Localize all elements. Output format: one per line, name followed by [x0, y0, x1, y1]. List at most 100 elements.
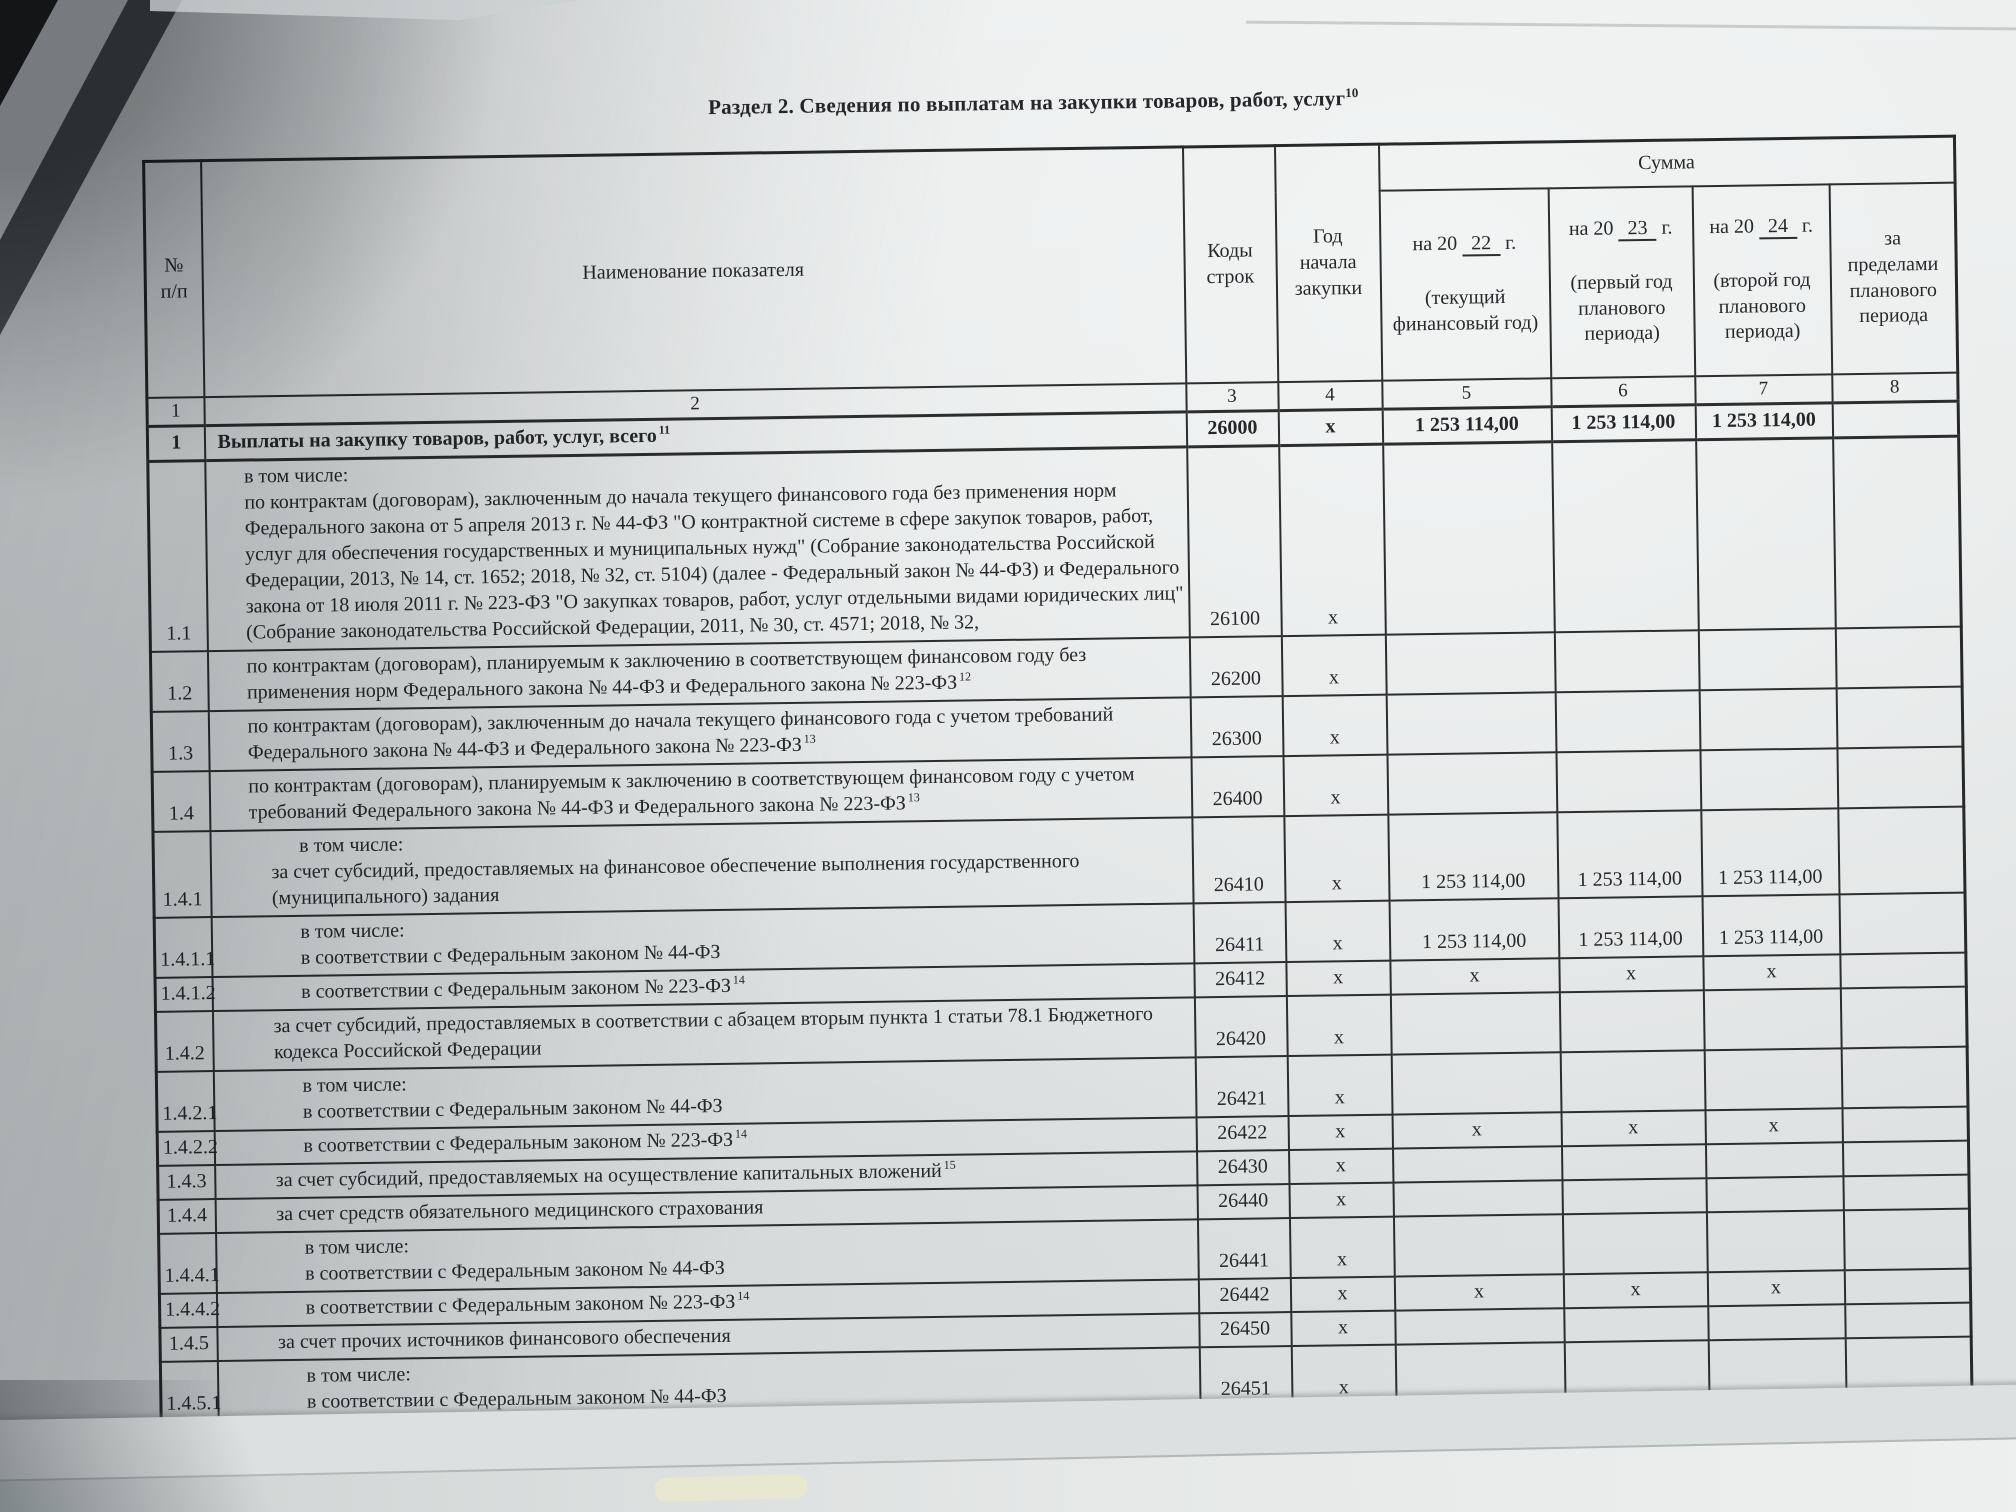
indicator-name-text: в соответствии с Федеральным законом № 2…: [303, 1128, 734, 1157]
line-code-cell: 26421: [1195, 1056, 1289, 1118]
sum-2022-cell: [1390, 992, 1561, 1055]
line-code-cell: 26441: [1197, 1218, 1291, 1280]
sum-beyond-cell: [1839, 952, 1967, 989]
row-number-cell: 1.4.1.1: [154, 917, 215, 978]
footnote-marker: 14: [737, 1288, 750, 1304]
sum-2022-cell: [1394, 1308, 1565, 1345]
sum-2022-cell: [1382, 441, 1555, 635]
sum-2024-cell: [1698, 628, 1837, 691]
sum-beyond-cell: [1836, 686, 1963, 749]
line-code-cell: 26422: [1196, 1116, 1289, 1152]
sum-2024-cell: [1705, 1142, 1843, 1179]
indicator-name-cell: в том числе: по контрактам (договорам), …: [204, 446, 1190, 652]
sum-2024-cell: [1706, 1210, 1845, 1273]
row-number-cell: 1.4.4: [158, 1199, 216, 1234]
line-code-cell: 26300: [1190, 696, 1284, 758]
line-code-cell: 26200: [1189, 636, 1283, 698]
sum-beyond-cell: [1844, 1302, 1972, 1339]
purchase-year-cell: х: [1292, 1404, 1397, 1441]
purchase-year-cell: х: [1278, 444, 1386, 637]
sum-2024-cell: [1699, 688, 1837, 751]
column-index-1: 1: [146, 396, 205, 427]
sum-2023-cell: х: [1563, 1272, 1708, 1309]
purchase-year-cell: х: [1287, 1054, 1393, 1117]
header-purchase-start-year: Год начала закупки: [1274, 144, 1382, 382]
sum-2023-cell: [1555, 750, 1701, 813]
purchase-year-cell: х: [1282, 694, 1388, 757]
sum-beyond-cell: [1841, 1106, 1969, 1143]
sum-2022-cell: [1386, 692, 1556, 755]
purchase-year-cell: х: [1289, 1216, 1395, 1279]
sum-2024-cell: [1708, 1338, 1847, 1401]
sum-beyond-cell: [1840, 986, 1968, 1049]
sum-2023-cell: [1564, 1340, 1710, 1403]
line-code-cell: 26000: [1186, 410, 1279, 447]
row-number-cell: 1.4.2.2: [157, 1131, 218, 1166]
sum-2024-cell: [1705, 1176, 1844, 1213]
footnote-marker: 15: [943, 1158, 956, 1173]
sum-2024-cell: 1 253 114,00: [1702, 894, 1840, 957]
column-index-4: 4: [1277, 380, 1383, 411]
row-number-cell: 1.4.5.2: [161, 1421, 222, 1457]
column-index-3: 3: [1185, 381, 1279, 412]
purchase-year-cell: х: [1285, 960, 1391, 997]
sum-2023-cell: [1554, 630, 1700, 693]
row-number-cell: 1.1: [147, 460, 208, 652]
sum-2023-cell: [1561, 1144, 1706, 1181]
row-number-cell: 1: [147, 425, 205, 462]
purchase-year-cell: х: [1288, 1148, 1393, 1185]
sum-2024-cell: [1704, 1048, 1842, 1111]
sum-2022-cell: [1391, 1052, 1562, 1115]
purchase-year-cell: х: [1283, 814, 1390, 903]
purchase-year-cell: х: [1291, 1344, 1397, 1407]
sum-beyond-cell: [1838, 892, 1966, 955]
indicator-name-text: за счет субсидий, предоставляемых на фин…: [271, 849, 1080, 910]
sum-2024-cell: [1703, 988, 1842, 1051]
row-number-cell: 1.4.1.2: [154, 977, 216, 1012]
indicator-name-text: в соответствии с Федеральным законом № 2…: [307, 1418, 738, 1447]
purchase-year-cell: х: [1278, 409, 1383, 446]
indicator-name-text: в соответствии с Федеральным законом № 4…: [302, 1094, 723, 1123]
indicator-name-text: в соответствии с Федеральным законом № 4…: [304, 1256, 726, 1285]
sum-2022-cell: х: [1394, 1274, 1564, 1311]
sum-2024-cell: [1707, 1304, 1846, 1341]
indicator-name-cell: в том числе: за счет субсидий, предостав…: [209, 817, 1194, 918]
sum-2024-cell: х: [1704, 1108, 1843, 1145]
sum-2022-cell: [1395, 1342, 1566, 1405]
sum-2022-cell: 1 253 114,00: [1387, 812, 1559, 901]
sum-2023-cell: х: [1561, 1110, 1706, 1147]
sum-2023-cell: [1555, 690, 1700, 753]
line-code-cell: 26100: [1186, 445, 1282, 638]
line-code-cell: 26411: [1193, 902, 1286, 964]
header-indicator-name: Наименование показателя: [200, 146, 1186, 397]
sum-2023-cell: 1 253 114,00: [1551, 404, 1696, 442]
indicator-name-text: в соответствии с Федеральным законом № 4…: [300, 940, 721, 969]
sum-2023-cell: [1563, 1306, 1709, 1343]
header-row-number: № п/п: [143, 160, 204, 398]
purchase-year-cell: х: [1286, 994, 1392, 1057]
sum-beyond-cell: [1835, 626, 1963, 689]
purchases-payments-table: № п/п Наименование показателя Коды строк…: [142, 134, 1975, 1458]
footnote-marker: 11: [658, 422, 671, 438]
sum-2024-cell: х: [1707, 1270, 1845, 1307]
row-number-cell: 1.3: [151, 711, 210, 772]
header-beyond-period: за пределами планового периода: [1829, 182, 1958, 375]
indicator-name-text: по контрактам (договорам), планируемым к…: [248, 763, 1135, 824]
line-code-cell: 26440: [1196, 1184, 1290, 1220]
sum-2022-cell: 1 253 114,00: [1389, 898, 1559, 961]
line-code-cell: 26412: [1193, 962, 1287, 998]
row-number-cell: 1.4: [152, 771, 210, 832]
column-index-5: 5: [1381, 377, 1552, 410]
footnote-marker: 14: [732, 972, 745, 988]
year-blank-2024: 24: [1758, 215, 1798, 240]
sum-2022-cell: [1385, 632, 1556, 695]
column-index-8: 8: [1831, 372, 1959, 403]
sum-2023-cell: [1565, 1400, 1710, 1437]
sum-2024-cell: [1695, 437, 1836, 631]
row-number-cell: 1.4.5.1: [160, 1361, 222, 1422]
year-blank-2022: 22: [1462, 232, 1501, 257]
sum-2023-cell: [1562, 1212, 1708, 1275]
sum-beyond-cell: [1845, 1336, 1973, 1399]
indicator-name-text: за счет субсидий, предоставляемых на осу…: [275, 1159, 942, 1192]
